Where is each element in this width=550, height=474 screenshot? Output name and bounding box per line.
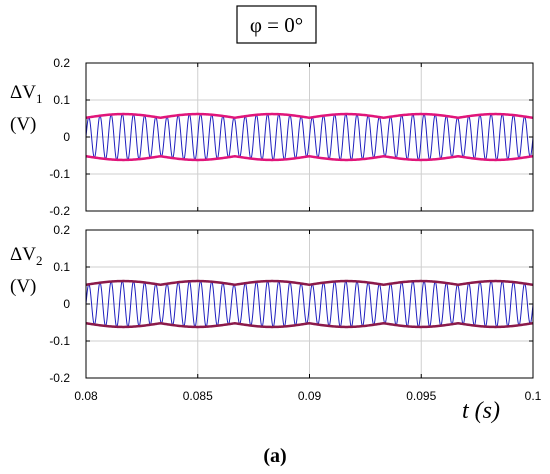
series-envelope-upper — [85, 112, 534, 120]
y-axis-label-top: ΔV1 — [10, 82, 42, 106]
y-axis-label-bottom: ΔV2 — [10, 244, 42, 268]
chart-panel-top: 0.2 0.1 0 -0.1 -0.2 — [49, 56, 534, 218]
y-tick-label: 0.1 — [53, 260, 70, 274]
title-box — [236, 5, 317, 44]
y-tick-label: 0.2 — [53, 223, 70, 237]
y-axis-label-top-sub: 1 — [36, 91, 43, 106]
series-ripple-line — [85, 280, 534, 328]
y-tick-label: 0 — [63, 297, 70, 311]
y-tick-label: -0.1 — [49, 167, 70, 181]
x-tick-label: 0.1 — [525, 389, 542, 403]
y-tick-label: 0.2 — [53, 56, 70, 70]
series-envelope-lower — [85, 321, 534, 329]
x-tick-label: 0.085 — [183, 389, 213, 403]
x-tick-label: 0.08 — [74, 389, 98, 403]
x-axis-label: t (s) — [462, 398, 500, 424]
figure-title: φ = 0° — [236, 5, 317, 44]
y-axis-unit-top: (V) — [10, 114, 36, 135]
y-tick-label: 0.1 — [53, 93, 70, 107]
chart-panel-bottom: 0.2 0.1 0 -0.1 -0.2 0.08 0.085 0.09 0.095 0.1 — [49, 223, 541, 403]
y-axis-unit-bottom: (V) — [10, 276, 36, 297]
y-axis-label-bottom-sub: 2 — [36, 253, 43, 268]
y-tick-label: -0.1 — [49, 334, 70, 348]
series-envelope-lower — [85, 154, 534, 162]
title-text: φ = 0° — [250, 13, 303, 37]
series-envelope-upper — [85, 279, 534, 287]
y-tick-label: -0.2 — [49, 371, 70, 385]
y-tick-label: -0.2 — [49, 204, 70, 218]
y-tick-label: 0 — [63, 130, 70, 144]
x-tick-label: 0.09 — [298, 389, 322, 403]
series-ripple-line — [85, 113, 534, 161]
x-tick-label: 0.095 — [406, 389, 436, 403]
figure-caption: (a) — [263, 445, 286, 467]
